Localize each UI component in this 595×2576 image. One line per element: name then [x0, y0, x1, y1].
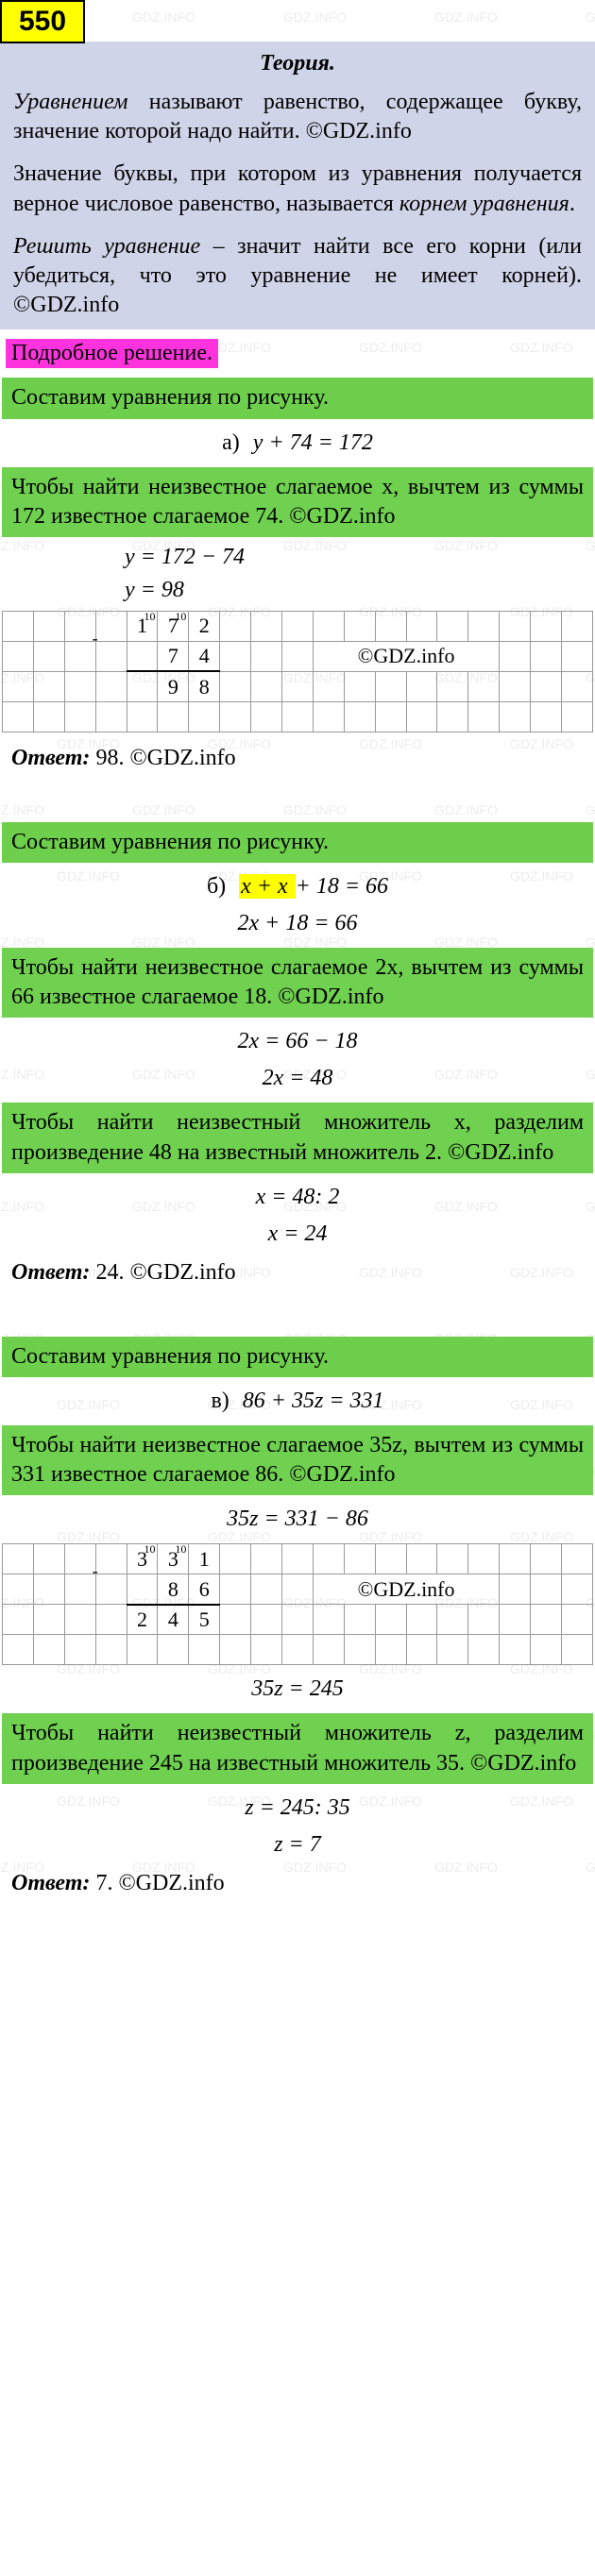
- cell: 8: [158, 1574, 189, 1605]
- cell: 2: [127, 1605, 158, 1635]
- explain-text: Чтобы найти неизвестное слагаемое 2x, вы…: [2, 948, 593, 1018]
- step: x = 24: [2, 1221, 593, 1247]
- cell: 4: [158, 1605, 189, 1635]
- problem-badge: 550: [0, 0, 85, 43]
- theory-box: Теория. Уравнением называют равенство, с…: [0, 42, 595, 329]
- answer-line: Ответ: 98. ©GDZ.info: [11, 746, 584, 771]
- part-label: а): [222, 430, 240, 456]
- compose-text: Составим уравнения по рисунку.: [2, 1337, 593, 1377]
- step: 2x = 66 − 18: [2, 1029, 593, 1054]
- cell: 5: [189, 1605, 220, 1635]
- step: z = 245: 35: [2, 1795, 593, 1821]
- term: Уравнением: [13, 90, 128, 114]
- part-label: в): [211, 1389, 229, 1414]
- equation-text: y + 74 = 172: [253, 430, 373, 455]
- cell: 2: [189, 611, 220, 641]
- calculation-grid: - 110 710 2 7 4 ©GDZ.info 9 8: [2, 611, 593, 732]
- answer-label: Ответ:: [11, 746, 90, 770]
- text: .: [570, 192, 575, 216]
- explain-text: Чтобы найти неизвестное слагаемое 35z, в…: [2, 1425, 593, 1495]
- part-a: Составим уравнения по рисунку. а) y + 74…: [0, 378, 595, 771]
- step: x = 48: 2: [2, 1185, 593, 1210]
- cell: 8: [189, 671, 220, 701]
- answer-label: Ответ:: [11, 1871, 90, 1895]
- step: y = 172 − 74: [2, 545, 593, 570]
- equation: в) 86 + 35z = 331: [2, 1389, 593, 1414]
- theory-p2: Значение буквы, при котором из уравнения…: [13, 160, 582, 218]
- part-b: Составим уравнения по рисунку. б) x + x …: [0, 822, 595, 1286]
- cell: 1: [189, 1544, 220, 1574]
- part-label: б): [207, 874, 226, 900]
- cell: 110: [127, 611, 158, 641]
- cell: [127, 671, 158, 701]
- compose-text: Составим уравнения по рисунку.: [2, 378, 593, 418]
- cell: 6: [189, 1574, 220, 1605]
- cell: [127, 641, 158, 671]
- cell: 710: [158, 611, 189, 641]
- term: корнем уравнения: [400, 192, 570, 216]
- equation-text: + 18 = 66: [296, 874, 388, 899]
- explain-text: Чтобы найти неизвестный множитель z, раз…: [2, 1713, 593, 1783]
- equation: б) x + x + 18 = 66: [2, 874, 593, 900]
- copyright: ©GDZ.info: [313, 641, 499, 671]
- step: z = 7: [2, 1832, 593, 1858]
- step: y = 98: [2, 578, 593, 603]
- answer-value: 24. ©GDZ.info: [90, 1260, 235, 1285]
- term: Решить уравнение: [13, 234, 200, 259]
- copyright: ©GDZ.info: [313, 1574, 499, 1605]
- part-c: Составим уравнения по рисунку. в) 86 + 3…: [0, 1337, 595, 1896]
- cell: 7: [158, 641, 189, 671]
- equation-text: 86 + 35z = 331: [243, 1389, 384, 1413]
- equation: 2x + 18 = 66: [2, 911, 593, 936]
- cell: [127, 1574, 158, 1605]
- compose-text: Составим уравнения по рисунку.: [2, 822, 593, 863]
- answer-value: 98. ©GDZ.info: [90, 746, 235, 770]
- cell: 9: [158, 671, 189, 701]
- cell: 310: [158, 1544, 189, 1574]
- answer-label: Ответ:: [11, 1260, 90, 1285]
- cell: 310: [127, 1544, 158, 1574]
- answer-value: 7. ©GDZ.info: [90, 1871, 224, 1895]
- answer-line: Ответ: 7. ©GDZ.info: [11, 1871, 584, 1896]
- theory-title: Теория.: [13, 51, 582, 76]
- step: 35z = 245: [2, 1676, 593, 1702]
- equation: а) y + 74 = 172: [2, 430, 593, 456]
- calculation-grid: - 310 310 1 8 6 ©GDZ.info 2 4 5: [2, 1543, 593, 1665]
- explain-text: Чтобы найти неизвестное слагаемое x, выч…: [2, 467, 593, 537]
- step: 2x = 48: [2, 1066, 593, 1091]
- highlighted-expr: x + x: [239, 874, 296, 899]
- cell: 4: [189, 641, 220, 671]
- theory-p1: Уравнением называют равенство, содержаще…: [13, 88, 582, 146]
- step: 35z = 331 − 86: [2, 1507, 593, 1532]
- theory-p3: Решить уравнение – значит найти все его …: [13, 232, 582, 321]
- answer-line: Ответ: 24. ©GDZ.info: [11, 1260, 584, 1286]
- detailed-solution-label: Подробное решение.: [6, 339, 218, 368]
- explain-text: Чтобы найти неизвестный множитель x, раз…: [2, 1103, 593, 1172]
